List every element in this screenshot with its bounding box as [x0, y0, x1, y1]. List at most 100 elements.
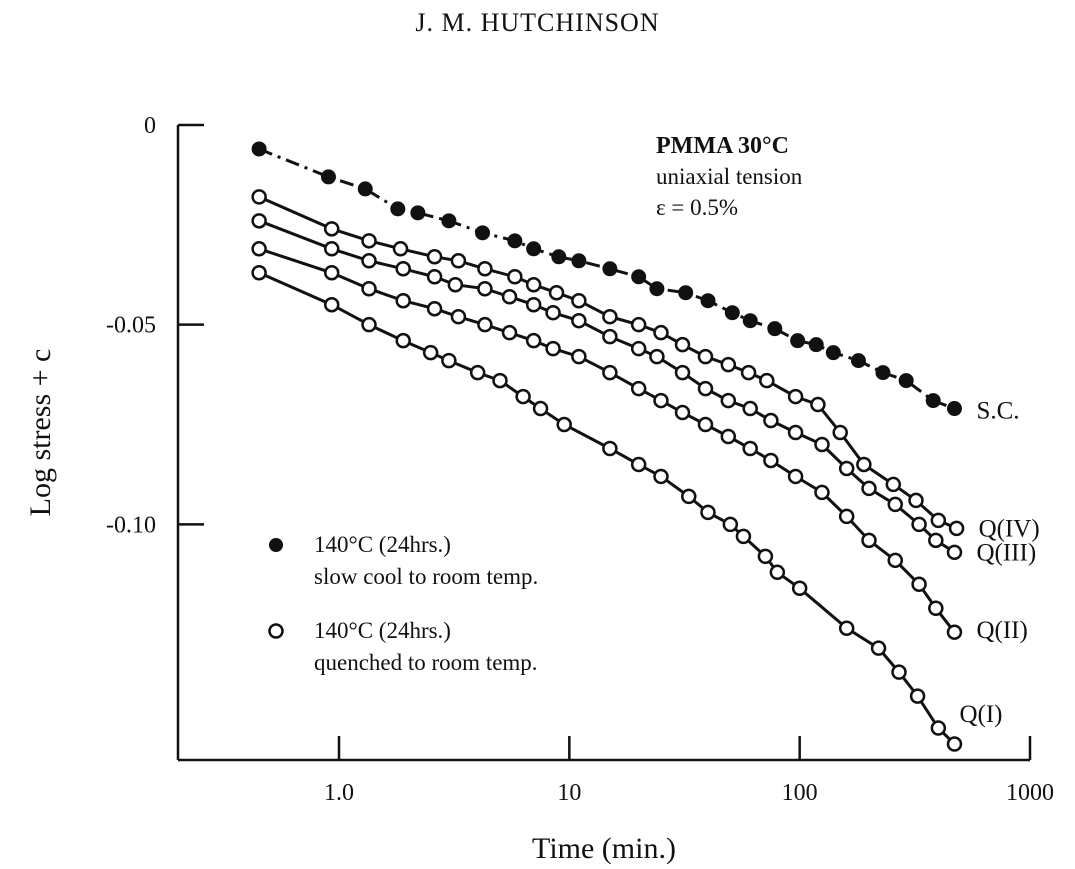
data-point-q-i: [735, 528, 752, 545]
legend-marker-filled: [269, 538, 283, 552]
data-point-q-ii: [323, 265, 340, 281]
data-point-q-i: [602, 440, 618, 457]
data-point-q-ii: [571, 348, 587, 365]
data-point-s-c: [925, 393, 941, 409]
data-point-q-ii: [697, 416, 714, 433]
data-point-q-iii: [395, 261, 411, 277]
annotation-line: PMMA 30°C: [656, 133, 789, 159]
series-label-q-ii: Q(II): [976, 617, 1027, 644]
legend-text: 140°C (24hrs.): [314, 532, 451, 557]
legend-text: quenched to room temp.: [314, 650, 538, 675]
data-point-s-c: [526, 241, 542, 257]
data-point-s-c: [946, 401, 962, 417]
data-point-q-iii: [838, 460, 855, 477]
data-point-q-iv: [630, 316, 647, 333]
data-point-q-iii: [361, 253, 377, 269]
data-point-q-iv: [697, 348, 714, 365]
series-label-q-iv: Q(IV): [979, 515, 1040, 542]
data-point-q-ii: [946, 624, 963, 640]
data-point-q-iv: [361, 233, 377, 249]
data-point-s-c: [390, 201, 406, 217]
data-point-q-i: [630, 456, 647, 473]
data-point-q-iii: [649, 348, 665, 365]
data-point-q-iv: [450, 253, 467, 269]
annotation-line: uniaxial tension: [656, 164, 803, 189]
data-point-q-ii: [653, 392, 669, 409]
data-point-q-ii: [814, 484, 830, 501]
data-point-q-iii: [545, 304, 561, 321]
data-point-q-iv: [653, 324, 669, 341]
data-point-s-c: [825, 345, 841, 361]
data-point-s-c: [357, 181, 373, 197]
data-point-q-iii: [787, 424, 804, 441]
x-tick-label: 100: [782, 780, 818, 806]
data-point-s-c: [251, 141, 267, 157]
data-point-q-ii: [477, 316, 493, 333]
data-point-s-c: [602, 261, 618, 277]
y-axis-title: Log stress + c: [24, 349, 57, 517]
data-point-q-iv: [740, 364, 757, 381]
series-line-s-c: [258, 147, 956, 411]
y-tick-label: -0.05: [106, 313, 156, 339]
data-point-q-iv: [856, 456, 872, 473]
data-point-q-iii: [525, 296, 542, 313]
data-point-s-c: [790, 333, 806, 349]
legend-text: 140°C (24hrs.): [314, 618, 451, 643]
data-point-q-i: [422, 344, 439, 361]
data-point-q-ii: [861, 532, 877, 549]
data-point-q-iii: [630, 340, 647, 357]
series-label-s-c: S.C.: [976, 398, 1019, 425]
data-point-q-iv: [810, 396, 826, 413]
data-point-q-iii: [447, 276, 464, 293]
data-point-q-ii: [911, 576, 927, 593]
data-point-q-ii: [720, 428, 737, 445]
data-point-q-ii: [525, 332, 542, 349]
data-point-q-iii: [571, 312, 587, 329]
data-point-q-ii: [787, 468, 804, 485]
data-point-q-i: [556, 416, 572, 433]
data-point-q-i: [930, 720, 947, 736]
data-point-s-c: [441, 213, 457, 229]
data-point-q-iii: [477, 280, 493, 297]
data-point-q-iii: [861, 480, 877, 497]
data-point-q-iii: [742, 400, 758, 417]
data-point-q-i: [681, 488, 697, 505]
data-point-q-iv: [477, 261, 493, 277]
y-tick-label: -0.10: [106, 512, 156, 538]
data-point-q-iii: [251, 213, 267, 229]
data-point-q-iii: [763, 412, 779, 429]
legend-marker-open: [268, 623, 284, 639]
data-point-q-ii: [426, 300, 443, 317]
series-points: [251, 141, 965, 752]
data-point-q-iv: [525, 276, 542, 293]
data-point-s-c: [507, 233, 523, 249]
data-point-q-iii: [426, 269, 443, 285]
data-point-q-iv: [720, 356, 737, 373]
data-point-s-c: [767, 321, 783, 337]
data-point-s-c: [475, 225, 491, 241]
data-point-s-c: [724, 305, 740, 321]
data-point-q-ii: [763, 452, 779, 469]
data-point-q-i: [838, 620, 855, 636]
data-point-q-iii: [911, 516, 927, 533]
annotation-line: ε = 0.5%: [656, 195, 738, 220]
data-point-q-iii: [814, 436, 830, 453]
data-point-s-c: [850, 353, 866, 369]
data-point-q-i: [441, 352, 457, 369]
data-point-q-iii: [602, 328, 618, 345]
labels: Time (min.) Log stress + c S.C. Q(IV)Q(III)…: [24, 133, 1040, 865]
data-point-q-iv: [832, 424, 848, 441]
data-point-q-iv: [507, 269, 523, 285]
data-point-q-i: [891, 664, 907, 680]
data-point-q-iv: [948, 520, 965, 537]
data-point-q-iv: [571, 292, 587, 309]
series-label-q-i: Q(I): [959, 701, 1002, 728]
data-point-q-i: [722, 516, 739, 533]
data-point-q-i: [870, 640, 887, 656]
data-point-q-i: [946, 736, 963, 752]
data-point-q-i: [700, 504, 716, 521]
data-point-q-iii: [323, 241, 340, 257]
data-point-s-c: [875, 365, 891, 381]
data-point-q-iii: [887, 496, 903, 513]
